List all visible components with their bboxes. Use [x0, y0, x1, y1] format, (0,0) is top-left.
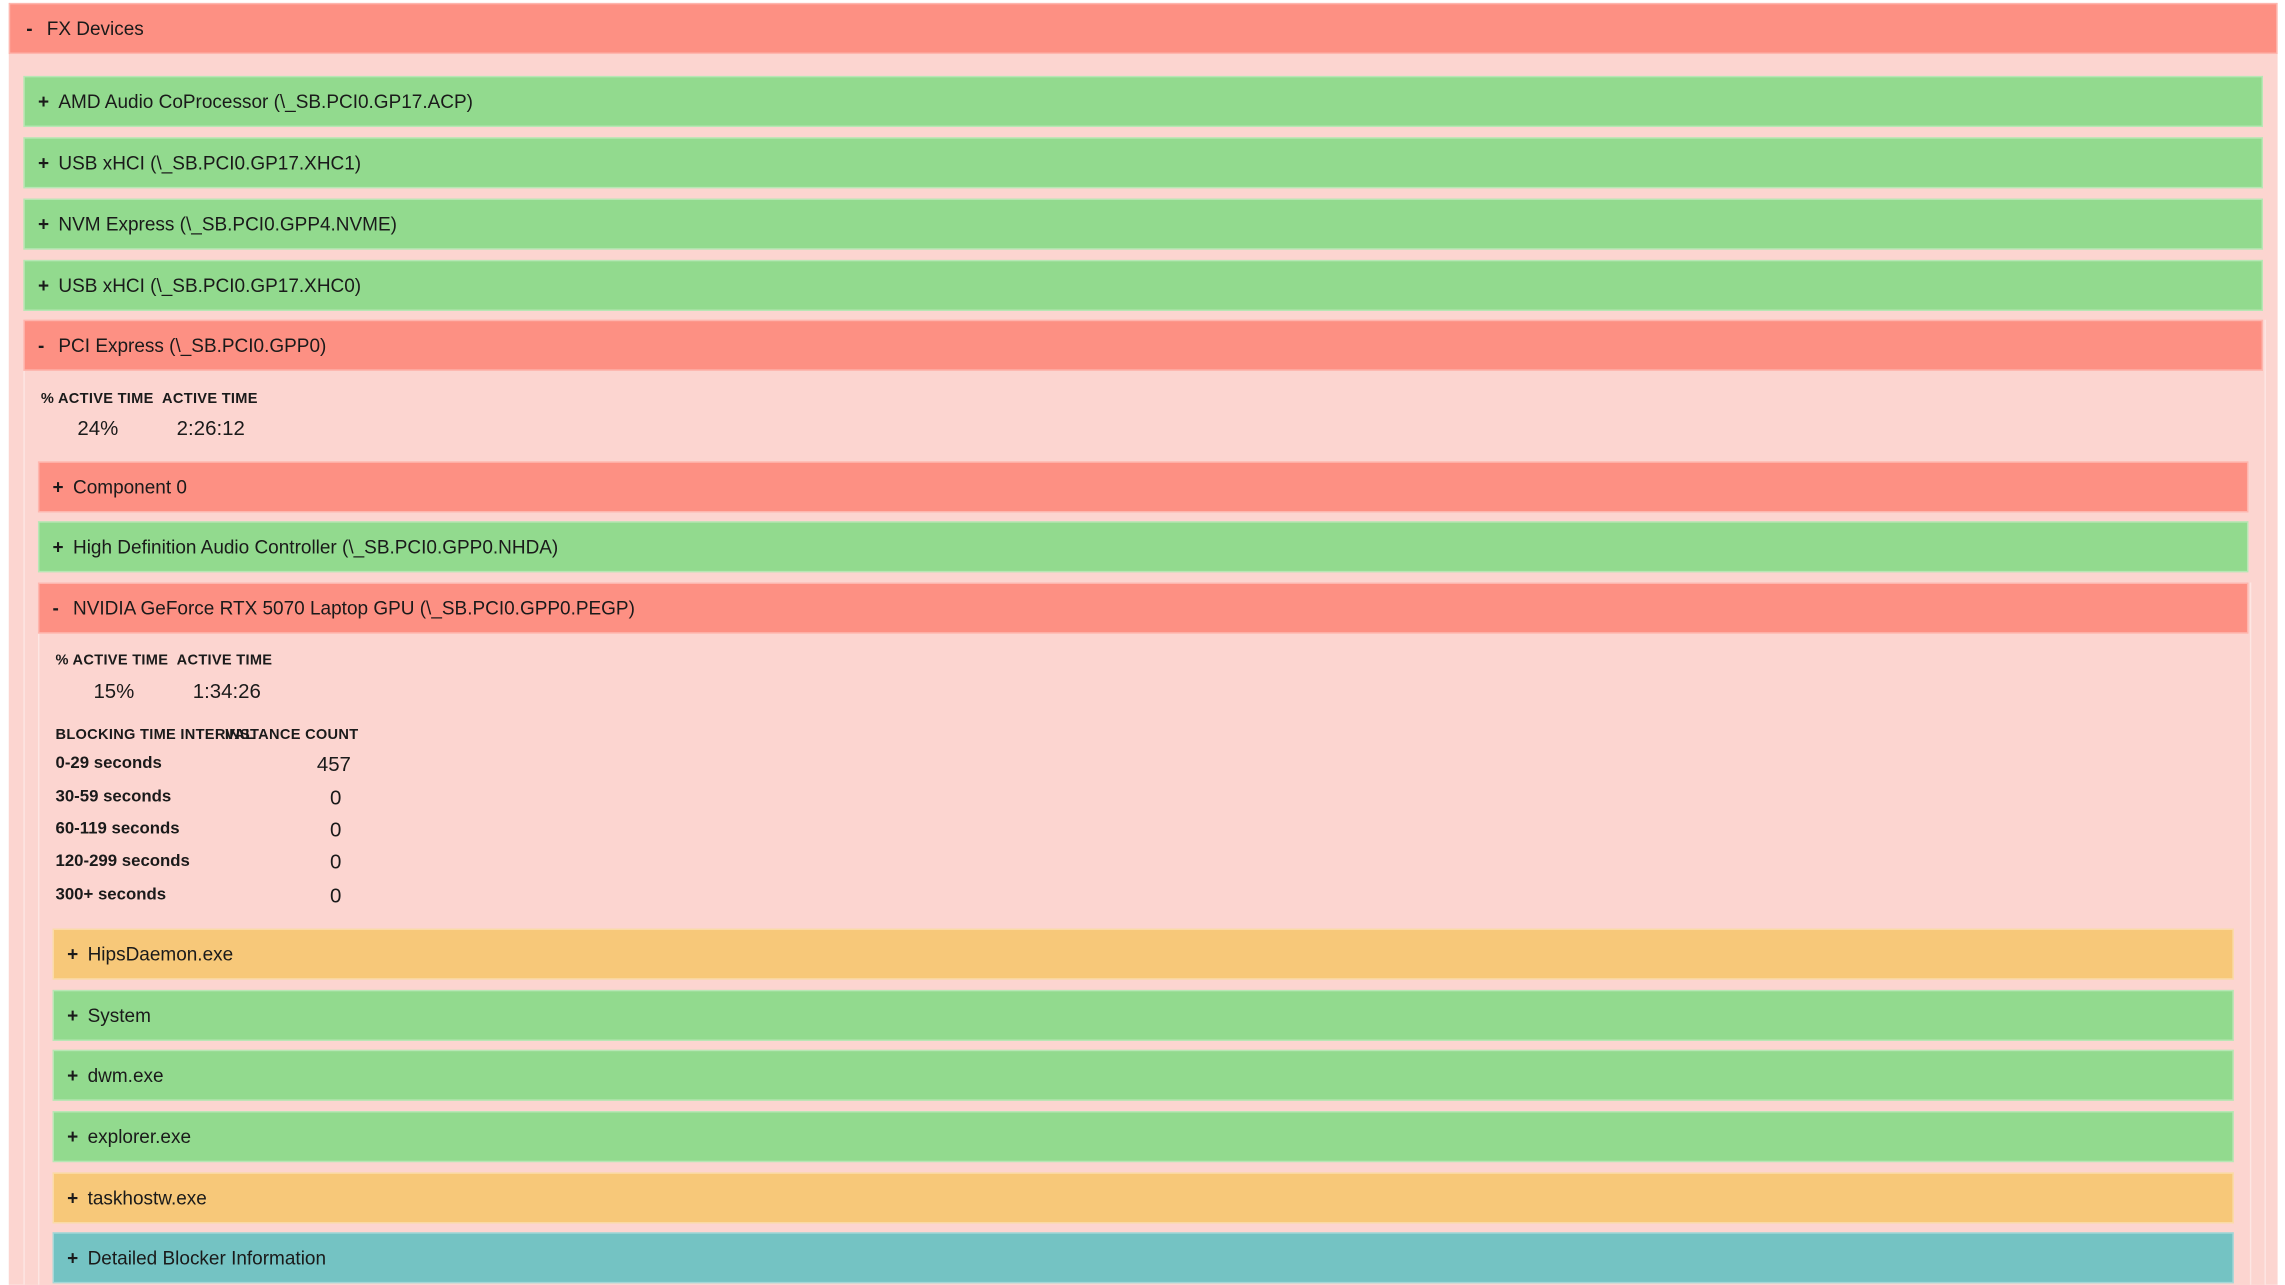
device-row-xhc0[interactable]: + USB xHCI (\_SB.PCI0.GP17.XHC0)	[23, 259, 2263, 311]
device-row-acp[interactable]: + AMD Audio CoProcessor (\_SB.PCI0.GP17.…	[23, 75, 2263, 128]
process-row-hipsdaemon[interactable]: + HipsDaemon.exe	[52, 928, 2234, 980]
blocking-interval-header: BLOCKING TIME INTERVAL	[55, 727, 255, 744]
process-label: System	[87, 1004, 151, 1027]
process-label: Detailed Blocker Information	[87, 1246, 327, 1269]
blocking-count-value: 457	[316, 751, 351, 776]
gpu-header[interactable]: - NVIDIA GeForce RTX 5070 Laptop GPU (\_…	[37, 582, 2249, 634]
process-label: explorer.exe	[87, 1125, 192, 1148]
gpu-active-time-value: 1:34:26	[192, 678, 261, 703]
blocking-interval-label: 60-119 seconds	[55, 820, 180, 839]
hd-audio-row[interactable]: + High Definition Audio Controller (\_SB…	[37, 521, 2249, 573]
process-label: HipsDaemon.exe	[87, 943, 234, 966]
component-label: Component 0	[73, 475, 187, 498]
pci-active-time-header: ACTIVE TIME	[162, 391, 258, 408]
pci-express-header[interactable]: - PCI Express (\_SB.PCI0.GPP0)	[23, 319, 2263, 371]
blocking-interval-label: 120-299 seconds	[55, 852, 190, 871]
expand-icon[interactable]: +	[67, 1004, 79, 1027]
process-label: taskhostw.exe	[87, 1186, 207, 1209]
expand-icon[interactable]: +	[37, 274, 50, 297]
expand-icon[interactable]: +	[67, 1125, 79, 1148]
gpu-active-time-header: ACTIVE TIME	[176, 652, 273, 669]
device-label: USB xHCI (\_SB.PCI0.GP17.XHC1)	[58, 151, 362, 174]
expand-icon[interactable]: +	[37, 213, 50, 236]
process-row-dwm[interactable]: + dwm.exe	[52, 1049, 2234, 1101]
device-row-xhc1[interactable]: + USB xHCI (\_SB.PCI0.GP17.XHC1)	[23, 137, 2263, 189]
device-row-nvme[interactable]: + NVM Express (\_SB.PCI0.GPP4.NVME)	[23, 198, 2263, 250]
process-row-explorer[interactable]: + explorer.exe	[52, 1111, 2234, 1163]
pci-active-time-value: 2:26:12	[176, 416, 245, 440]
collapse-icon[interactable]: -	[52, 597, 59, 620]
blocking-count-value: 0	[329, 785, 342, 809]
expand-icon[interactable]: +	[67, 1186, 79, 1209]
pci-percent-active-value: 24%	[77, 416, 119, 440]
fx-devices-header[interactable]: - FX Devices	[8, 2, 2278, 55]
process-row-system[interactable]: + System	[52, 989, 2234, 1041]
expand-icon[interactable]: +	[52, 475, 64, 498]
expand-icon[interactable]: +	[37, 90, 50, 113]
pci-express-title: PCI Express (\_SB.PCI0.GPP0)	[58, 334, 327, 357]
fx-devices-title: FX Devices	[46, 17, 144, 40]
blocking-interval-label: 300+ seconds	[55, 886, 167, 904]
expand-icon[interactable]: +	[67, 943, 79, 966]
component-0-row[interactable]: + Component 0	[37, 461, 2249, 513]
expand-icon[interactable]: +	[52, 535, 64, 558]
blocking-count-value: 0	[329, 883, 342, 907]
detailed-blocker-row[interactable]: + Detailed Blocker Information	[52, 1232, 2234, 1284]
gpu-percent-active-header: % ACTIVE TIME	[55, 652, 169, 669]
gpu-percent-active-value: 15%	[93, 678, 135, 703]
blocking-interval-label: 30-59 seconds	[55, 788, 172, 806]
device-label: AMD Audio CoProcessor (\_SB.PCI0.GP17.AC…	[58, 90, 473, 113]
blocking-count-value: 0	[329, 849, 342, 874]
expand-icon[interactable]: +	[67, 1246, 79, 1269]
device-label: High Definition Audio Controller (\_SB.P…	[73, 535, 559, 558]
device-label: NVM Express (\_SB.PCI0.GPP4.NVME)	[58, 213, 397, 236]
expand-icon[interactable]: +	[67, 1064, 79, 1087]
device-label: USB xHCI (\_SB.PCI0.GP17.XHC0)	[58, 274, 362, 297]
blocking-count-value: 0	[329, 817, 342, 841]
collapse-icon[interactable]: -	[37, 334, 45, 357]
blocking-interval-label: 0-29 seconds	[55, 754, 162, 773]
collapse-icon[interactable]: -	[26, 17, 33, 40]
gpu-title: NVIDIA GeForce RTX 5070 Laptop GPU (\_SB…	[73, 597, 635, 620]
instance-count-header: INSTANCE COUNT	[224, 727, 359, 744]
expand-icon[interactable]: +	[37, 151, 50, 174]
process-label: dwm.exe	[87, 1064, 164, 1087]
pci-percent-active-header: % ACTIVE TIME	[40, 391, 154, 408]
process-row-taskhostw[interactable]: + taskhostw.exe	[52, 1172, 2234, 1224]
